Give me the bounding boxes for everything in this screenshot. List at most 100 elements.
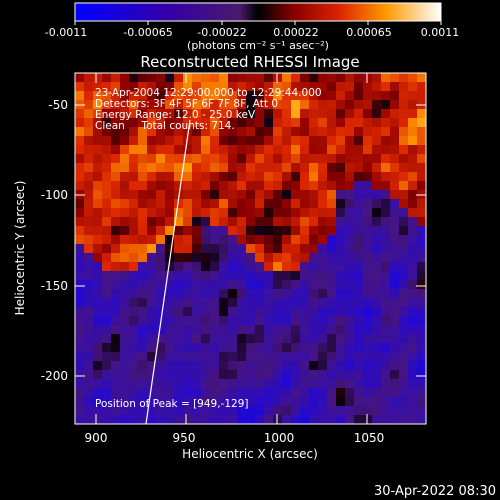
heatmap-cell [300, 145, 310, 155]
heatmap-cell [318, 388, 328, 398]
heatmap-cell [264, 415, 274, 424]
heatmap-cell [93, 343, 103, 353]
heatmap-cell [291, 127, 301, 137]
heatmap-cell [381, 145, 391, 155]
heatmap-cell [255, 127, 265, 137]
heatmap-cell [210, 109, 220, 119]
heatmap-cell [183, 388, 193, 398]
heatmap-cell [219, 406, 229, 416]
colorbar-ticks [74, 21, 442, 25]
heatmap-cell [336, 190, 346, 200]
heatmap-cell [291, 325, 301, 335]
heatmap-cell [264, 334, 274, 344]
heatmap-cell [246, 82, 256, 92]
heatmap-cell [75, 343, 85, 353]
heatmap-cell [327, 217, 337, 227]
heatmap-cell [174, 136, 184, 146]
heatmap-cell [192, 370, 202, 380]
heatmap-cell [336, 235, 346, 245]
heatmap-cell [165, 415, 175, 424]
heatmap-cell [192, 235, 202, 245]
heatmap-cell [237, 91, 247, 101]
heatmap-cell [300, 199, 310, 209]
heatmap-cell [300, 91, 310, 101]
heatmap-cell [210, 82, 220, 92]
heatmap-cell [372, 352, 382, 362]
heatmap-cell [102, 352, 112, 362]
heatmap-cell [111, 379, 121, 389]
heatmap-cell [318, 343, 328, 353]
heatmap-cell [147, 235, 157, 245]
heatmap-cell [120, 73, 130, 83]
heatmap-cell [273, 244, 283, 254]
heatmap-cell [372, 334, 382, 344]
heatmap-cell [291, 199, 301, 209]
heatmap-cell [174, 226, 184, 236]
heatmap-cell [318, 136, 328, 146]
heatmap-cell [219, 253, 229, 263]
heatmap-cell [399, 271, 409, 281]
colorbar-tick-label: 0.0011 [421, 26, 460, 39]
heatmap-cell [336, 118, 346, 128]
heatmap-cell [228, 343, 238, 353]
heatmap-cell [246, 208, 256, 218]
heatmap-cell [300, 190, 310, 200]
heatmap-cell [192, 163, 202, 173]
heatmap-cell [201, 343, 211, 353]
heatmap-cell [408, 190, 418, 200]
heatmap-cell [219, 361, 229, 371]
heatmap-cell [327, 289, 337, 299]
heatmap-cell [255, 91, 265, 101]
heatmap-cell [318, 325, 328, 335]
heatmap-cell [192, 343, 202, 353]
heatmap-cell [372, 208, 382, 218]
heatmap-cell [309, 163, 319, 173]
heatmap-cell [264, 262, 274, 272]
heatmap-cell [372, 253, 382, 263]
heatmap-cell [93, 415, 103, 424]
heatmap-cell [75, 253, 85, 263]
heatmap-cell [174, 334, 184, 344]
heatmap-cell [138, 190, 148, 200]
heatmap-cell [381, 181, 391, 191]
heatmap-cell [147, 172, 157, 182]
heatmap-cell [390, 163, 400, 173]
heatmap-cell [219, 280, 229, 290]
heatmap-cell [336, 208, 346, 218]
heatmap-cell [273, 82, 283, 92]
heatmap-cell [282, 118, 292, 128]
heatmap-cell [165, 82, 175, 92]
heatmap-cell [75, 217, 85, 227]
heatmap-cell [318, 181, 328, 191]
heatmap-cell [147, 280, 157, 290]
heatmap-cell [75, 154, 85, 164]
heatmap-cell [282, 100, 292, 110]
colorbar-tick-label: -0.00022 [197, 26, 246, 39]
heatmap-cell [273, 73, 283, 83]
heatmap-cell [165, 280, 175, 290]
x-tick-label: 1050 [354, 431, 385, 445]
heatmap-cell [246, 307, 256, 317]
heatmap-cell [201, 109, 211, 119]
heatmap-cell [327, 91, 337, 101]
heatmap-cell [228, 118, 238, 128]
heatmap-cell [129, 316, 139, 326]
heatmap-cell [156, 235, 166, 245]
heatmap-cell [156, 82, 166, 92]
heatmap-cell [282, 181, 292, 191]
heatmap-cell [363, 217, 373, 227]
heatmap-cell [390, 289, 400, 299]
heatmap-cell [327, 271, 337, 281]
heatmap-cell [417, 217, 426, 227]
heatmap-cell [354, 217, 364, 227]
heatmap-cell [219, 352, 229, 362]
heatmap-cell [372, 325, 382, 335]
heatmap-cell [93, 127, 103, 137]
heatmap-cell [237, 343, 247, 353]
heatmap-cell [363, 199, 373, 209]
heatmap-cell [408, 172, 418, 182]
heatmap-cell [399, 307, 409, 317]
heatmap-cell [300, 109, 310, 119]
heatmap-cell [264, 343, 274, 353]
heatmap-cell [399, 379, 409, 389]
